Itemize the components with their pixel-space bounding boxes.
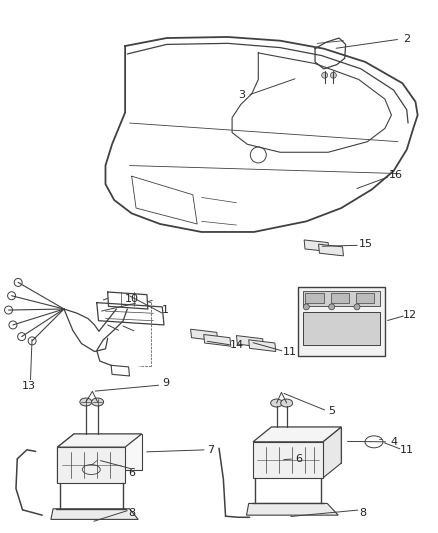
Ellipse shape (271, 399, 283, 407)
Polygon shape (204, 335, 231, 346)
Polygon shape (57, 434, 142, 447)
Polygon shape (253, 427, 341, 442)
Bar (303, 312, 380, 345)
Circle shape (328, 304, 335, 310)
Text: 1: 1 (162, 305, 169, 315)
Text: 15: 15 (359, 239, 373, 249)
Polygon shape (323, 427, 341, 478)
Text: 11: 11 (400, 445, 414, 455)
Polygon shape (57, 447, 125, 483)
Ellipse shape (92, 398, 104, 406)
Text: 14: 14 (230, 340, 244, 350)
Text: 6: 6 (295, 454, 302, 464)
Bar (305, 293, 324, 303)
Text: 10: 10 (125, 294, 139, 304)
Text: 4: 4 (390, 437, 397, 447)
Text: 11: 11 (283, 346, 297, 357)
Polygon shape (51, 509, 138, 519)
Bar (303, 291, 380, 306)
Text: 13: 13 (22, 381, 36, 391)
Circle shape (354, 304, 360, 310)
Polygon shape (74, 434, 142, 470)
Bar (356, 293, 374, 303)
Bar (297, 287, 385, 356)
Text: 8: 8 (128, 508, 135, 518)
Polygon shape (318, 244, 343, 256)
Polygon shape (237, 336, 264, 348)
Text: 16: 16 (389, 170, 403, 180)
Text: 7: 7 (208, 445, 215, 455)
Circle shape (330, 72, 336, 78)
Polygon shape (191, 329, 218, 341)
Text: 2: 2 (403, 34, 410, 44)
Bar (331, 293, 349, 303)
Polygon shape (304, 240, 329, 252)
Text: 12: 12 (403, 310, 417, 320)
Polygon shape (57, 434, 74, 483)
Polygon shape (247, 504, 338, 515)
Circle shape (304, 304, 309, 310)
Text: 9: 9 (162, 378, 170, 389)
Text: 3: 3 (239, 91, 246, 100)
Ellipse shape (80, 398, 92, 406)
Text: 5: 5 (328, 406, 335, 416)
Text: 6: 6 (128, 467, 135, 478)
Ellipse shape (281, 399, 293, 407)
Polygon shape (253, 442, 323, 478)
Text: 8: 8 (360, 508, 367, 518)
Polygon shape (272, 427, 341, 463)
Polygon shape (249, 340, 276, 351)
Circle shape (321, 72, 328, 78)
